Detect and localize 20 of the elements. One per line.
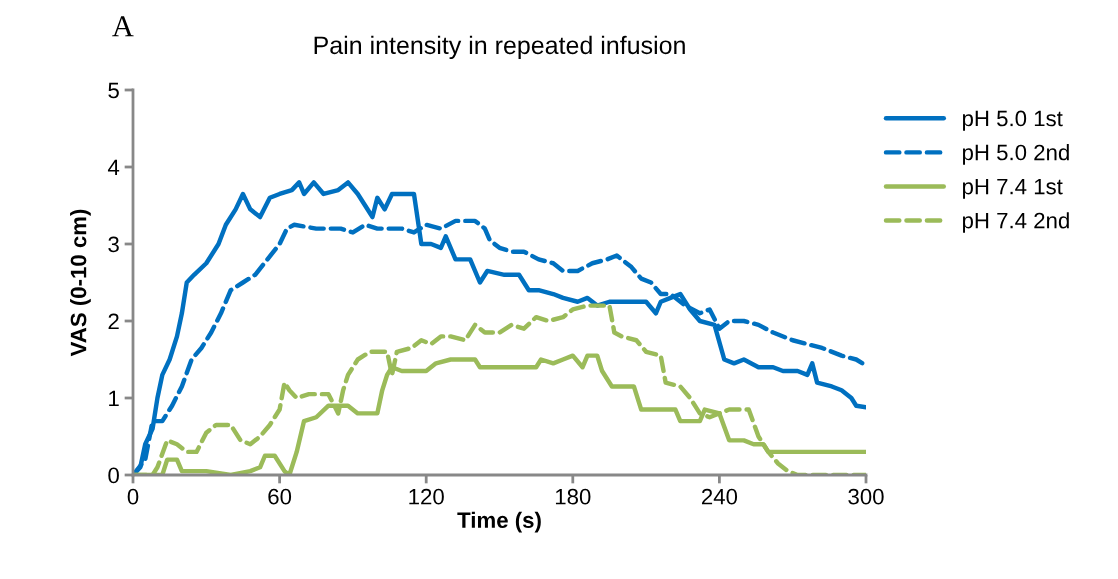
text: A bbox=[112, 16, 134, 37]
x-tick-label: 300 bbox=[848, 488, 884, 505]
x-tick-label: 60 bbox=[268, 488, 292, 505]
y-tick-label: 4 bbox=[107, 159, 120, 176]
legend-label: pH 7.4 1st bbox=[962, 178, 1063, 199]
x-tick-label: 240 bbox=[701, 488, 738, 505]
x-tick-label: 180 bbox=[555, 488, 591, 505]
x-tick-label: 0 bbox=[127, 488, 139, 505]
legend-label: pH 5.0 2nd bbox=[962, 144, 1069, 165]
y-tick-label: 5 bbox=[108, 82, 119, 99]
x-axis-title: Time (s) bbox=[457, 511, 541, 533]
x-tick-label: 120 bbox=[409, 488, 444, 505]
y-tick-label: 1 bbox=[109, 390, 119, 407]
y-axis-title: VAS (0-10 cm) bbox=[70, 209, 91, 357]
y-tick-label: 3 bbox=[108, 236, 119, 253]
legend-label: pH 5.0 1st bbox=[962, 110, 1063, 131]
y-tick-label: 2 bbox=[108, 313, 119, 330]
y-tick-label: 0 bbox=[108, 467, 119, 484]
chart-title: Pain intensity in repeated infusion bbox=[314, 35, 685, 60]
legend-label: pH 7.4 2nd bbox=[962, 212, 1069, 233]
